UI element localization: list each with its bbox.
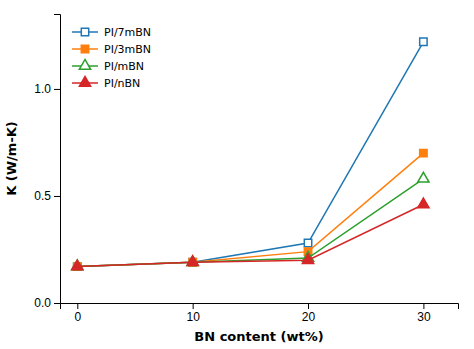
- legend-label: PI/7mBN: [104, 26, 151, 39]
- y-axis-tick-label: 0.5: [34, 189, 51, 203]
- y-axis-tick-label: 0.0: [34, 296, 51, 310]
- x-axis-tick-label: 10: [186, 310, 200, 324]
- x-axis-tick-mark: [77, 303, 78, 309]
- x-axis-tick-mark: [308, 303, 309, 309]
- series: [74, 38, 428, 270]
- marker: [187, 256, 198, 266]
- line: [77, 205, 423, 267]
- legend-item: PI/3mBN: [72, 43, 151, 56]
- x-axis-tick-mark: [423, 303, 424, 309]
- legend-label: PI/nBN: [104, 77, 140, 90]
- legend-item: PI/nBN: [72, 76, 140, 89]
- marker: [418, 172, 429, 182]
- line: [77, 179, 423, 267]
- x-axis-tick-label: 30: [417, 310, 431, 324]
- marker: [418, 198, 429, 208]
- x-axis-tick-mark: [193, 303, 194, 309]
- x-axis-tick-label: 0: [74, 310, 81, 324]
- legend-label: PI/3mBN: [104, 43, 151, 56]
- marker: [72, 260, 83, 270]
- y-axis-tick-mark: [54, 196, 60, 197]
- line: [77, 153, 423, 266]
- marker: [187, 256, 198, 266]
- y-axis-tick: 0.5: [34, 189, 60, 203]
- y-axis-tick-mark: [54, 89, 60, 90]
- legend-item: PI/mBN: [72, 59, 144, 72]
- x-axis-tick-label: 20: [302, 310, 316, 324]
- legend-marker: [81, 45, 88, 52]
- legend-marker: [79, 76, 90, 86]
- y-axis-line: [54, 15, 61, 304]
- line: [77, 42, 423, 267]
- legend-label: PI/mBN: [104, 60, 144, 73]
- y-axis: 0.0 0.5 1.0: [34, 15, 60, 311]
- x-axis-tick: 10: [186, 303, 200, 324]
- legend: PI/7mBN PI/3mBN PI/mBN PI/nBN: [72, 26, 151, 90]
- series: [74, 149, 428, 270]
- x-axis-tick: 0: [74, 303, 81, 324]
- x-axis-tick: 20: [302, 303, 316, 324]
- series: [72, 198, 429, 270]
- y-axis-tick-label: 1.0: [34, 82, 51, 96]
- legend-marker: [81, 28, 88, 35]
- chart: 0 10 20 30 0.0 0.5 1.0 PI/7mBN PI/3mBN PI/mBN PI/n…: [0, 0, 474, 349]
- marker: [72, 260, 83, 270]
- marks: [72, 38, 429, 270]
- marker: [304, 239, 311, 246]
- legend-marker: [79, 59, 90, 69]
- x-axis: 0 10 20 30: [61, 303, 459, 324]
- y-axis-tick: 1.0: [34, 82, 60, 96]
- y-axis-tick-mark: [54, 303, 60, 304]
- y-axis-tick: 0.0: [34, 296, 60, 310]
- marker: [420, 38, 427, 45]
- series: [72, 172, 429, 270]
- x-axis-tick: 30: [417, 303, 431, 324]
- y-axis-title: K (W/m-K): [4, 121, 19, 196]
- x-axis-line: [61, 304, 459, 310]
- x-axis-title: BN content (wt%): [194, 329, 323, 344]
- marker: [420, 149, 427, 156]
- marker: [302, 254, 313, 264]
- legend-item: PI/7mBN: [72, 26, 151, 39]
- plot: 0 10 20 30 0.0 0.5 1.0 PI/7mBN PI/3mBN PI/mBN PI/n…: [34, 15, 458, 324]
